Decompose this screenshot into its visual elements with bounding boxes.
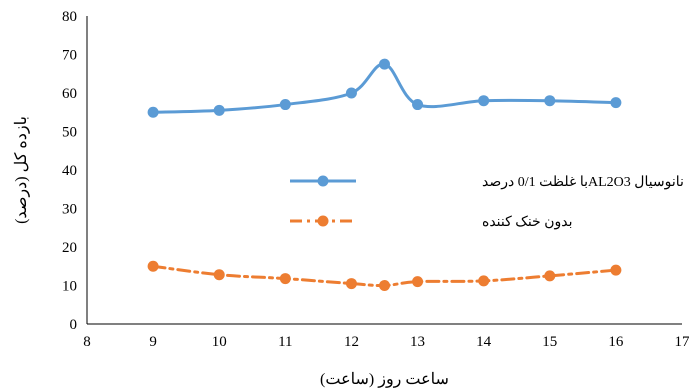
data-point [279, 99, 291, 111]
x-tick-label: 8 [83, 334, 91, 350]
data-point [412, 276, 424, 288]
x-tick-label: 17 [675, 334, 689, 350]
data-point [213, 104, 225, 116]
y-tick-label: 10 [62, 279, 77, 295]
data-point [147, 260, 159, 272]
axes [86, 16, 682, 325]
data-point [379, 58, 390, 70]
data-point [544, 270, 556, 282]
data-point [544, 95, 556, 107]
legend-marker [317, 215, 329, 227]
data-point [345, 278, 357, 290]
data-point [279, 273, 291, 285]
data-point [478, 95, 490, 107]
legend: نانوسیال AL2O3با غلظت 0/1 درصد بدون خنک ک… [290, 175, 684, 230]
y-tick-label: 60 [62, 86, 77, 102]
y-tick-label: 70 [62, 48, 77, 64]
y-tick-label: 80 [62, 9, 77, 25]
x-tick-label: 11 [278, 334, 292, 350]
x-tick-labels: 8 9 10 11 12 13 14 15 16 17 [83, 334, 689, 350]
data-point [610, 97, 622, 109]
x-tick-label: 10 [212, 334, 227, 350]
y-axis-title: بازده کل (درصد) [13, 116, 30, 224]
legend-item: بدون خنک کننده [290, 215, 573, 230]
series-2 [147, 260, 622, 291]
data-point [345, 87, 357, 99]
data-point [412, 99, 424, 111]
legend-label: بدون خنک کننده [482, 215, 573, 230]
data-point [213, 269, 225, 281]
y-tick-label: 0 [70, 317, 78, 333]
y-tick-label: 50 [62, 125, 77, 141]
legend-label: نانوسیال AL2O3با غلظت 0/1 درصد [482, 175, 684, 190]
series-layer [147, 58, 622, 291]
x-tick-label: 16 [608, 334, 624, 350]
y-tick-label: 30 [62, 202, 77, 218]
x-tick-label: 15 [542, 334, 557, 350]
legend-marker [317, 175, 329, 187]
series-1 [147, 58, 622, 118]
data-point [379, 280, 390, 291]
y-tick-label: 40 [62, 163, 77, 179]
x-tick-label: 13 [410, 334, 425, 350]
x-tick-label: 9 [149, 334, 157, 350]
x-tick-label: 12 [344, 334, 359, 350]
legend-item: نانوسیال AL2O3با غلظت 0/1 درصد [290, 175, 684, 190]
data-point [478, 275, 490, 287]
y-tick-labels: 0 10 20 30 40 50 60 70 80 [62, 9, 77, 333]
data-point [147, 106, 159, 118]
x-axis-title: ساعت روز (ساعت) [320, 371, 449, 388]
x-tick-label: 14 [476, 334, 492, 350]
data-point [610, 264, 622, 276]
y-tick-label: 20 [62, 240, 77, 256]
